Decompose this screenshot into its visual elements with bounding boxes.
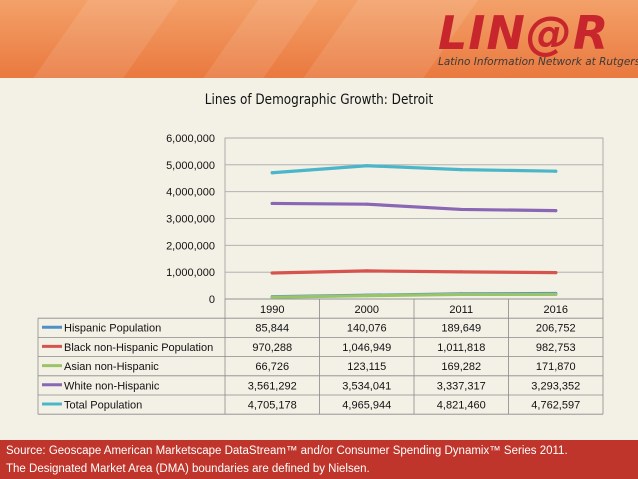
table-value: 1,011,818	[437, 342, 485, 354]
series-line-total	[270, 164, 558, 175]
data-point-black	[365, 269, 369, 273]
data-point-black	[554, 271, 558, 275]
data-point-asian	[365, 294, 369, 298]
table-value: 3,534,041	[342, 380, 391, 392]
legend-label-asian: Asian non-Hispanic	[64, 361, 159, 373]
data-point-asian	[554, 292, 558, 296]
y-tick-label: 4,000,000	[166, 187, 215, 199]
legend-label-total: Total Population	[64, 400, 142, 412]
series-line-white	[270, 201, 558, 213]
logo-wordmark: LIN@R	[438, 6, 610, 60]
chart-title: Lines of Demographic Growth: Detroit	[204, 92, 434, 108]
y-tick-label: 2,000,000	[166, 240, 215, 252]
footer-source-line: Source: Geoscape American Marketscape Da…	[6, 445, 568, 457]
data-point-white	[365, 202, 369, 206]
table-value: 3,561,292	[248, 380, 297, 392]
table-value: 66,726	[255, 361, 289, 373]
table-value: 4,965,944	[342, 400, 391, 412]
table-value: 4,821,460	[437, 400, 486, 412]
data-point-asian	[270, 295, 274, 299]
legend-label-hispanic: Hispanic Population	[64, 323, 161, 335]
data-point-total	[365, 164, 369, 168]
data-point-white	[270, 201, 274, 206]
series-line-asian	[270, 292, 558, 299]
linar-logo: LIN@R Latino Information Network at Rutg…	[430, 6, 638, 72]
y-tick-label: 0	[209, 294, 215, 306]
y-tick-label: 3,000,000	[166, 214, 215, 226]
data-point-total	[554, 169, 558, 173]
x-category-label: 1990	[260, 304, 284, 316]
table-value: 140,076	[347, 323, 387, 335]
table-value: 4,762,597	[531, 400, 580, 412]
table-value: 982,753	[536, 342, 576, 354]
legend-label-white: White non-Hispanic	[64, 380, 160, 392]
table-value: 206,752	[536, 323, 576, 335]
demographic-line-chart: 0 1,000,000 2,000,000 3,000,000 4,000,000 5,0…	[37, 133, 604, 415]
logo-tagline: Latino Information Network at Rutgers	[438, 56, 638, 68]
data-point-total	[459, 168, 463, 172]
table-value: 1,046,949	[342, 342, 391, 354]
x-category-label: 2000	[355, 304, 379, 316]
y-tick-label: 5,000,000	[166, 160, 215, 172]
data-point-white	[459, 207, 463, 212]
table-value: 3,293,352	[531, 380, 580, 392]
table-value: 85,844	[255, 323, 289, 335]
table-value: 123,115	[347, 361, 386, 373]
y-tick-label: 6,000,000	[166, 133, 215, 145]
series-line-black	[270, 269, 558, 275]
table-value: 4,705,178	[248, 400, 297, 412]
footer-dma-line: The Designated Market Area (DMA) boundar…	[6, 463, 370, 475]
data-point-black	[459, 270, 463, 274]
x-category-label: 2016	[544, 304, 568, 316]
header-banner: LIN@R Latino Information Network at Rutg…	[0, 0, 638, 78]
table-value: 169,282	[441, 361, 481, 373]
legend-label-black: Black non-Hispanic Population	[64, 342, 213, 354]
table-value: 189,649	[441, 323, 481, 335]
x-category-label: 2011	[449, 304, 473, 316]
data-point-asian	[459, 292, 463, 297]
table-value: 171,870	[536, 361, 576, 373]
data-point-white	[554, 209, 558, 213]
table-value: 3,337,317	[437, 380, 486, 392]
data-point-black	[270, 271, 274, 275]
y-tick-label: 1,000,000	[166, 267, 215, 279]
data-point-total	[270, 171, 274, 175]
source-footer: Source: Geoscape American Marketscape Da…	[0, 440, 638, 479]
table-value: 970,288	[252, 342, 292, 354]
